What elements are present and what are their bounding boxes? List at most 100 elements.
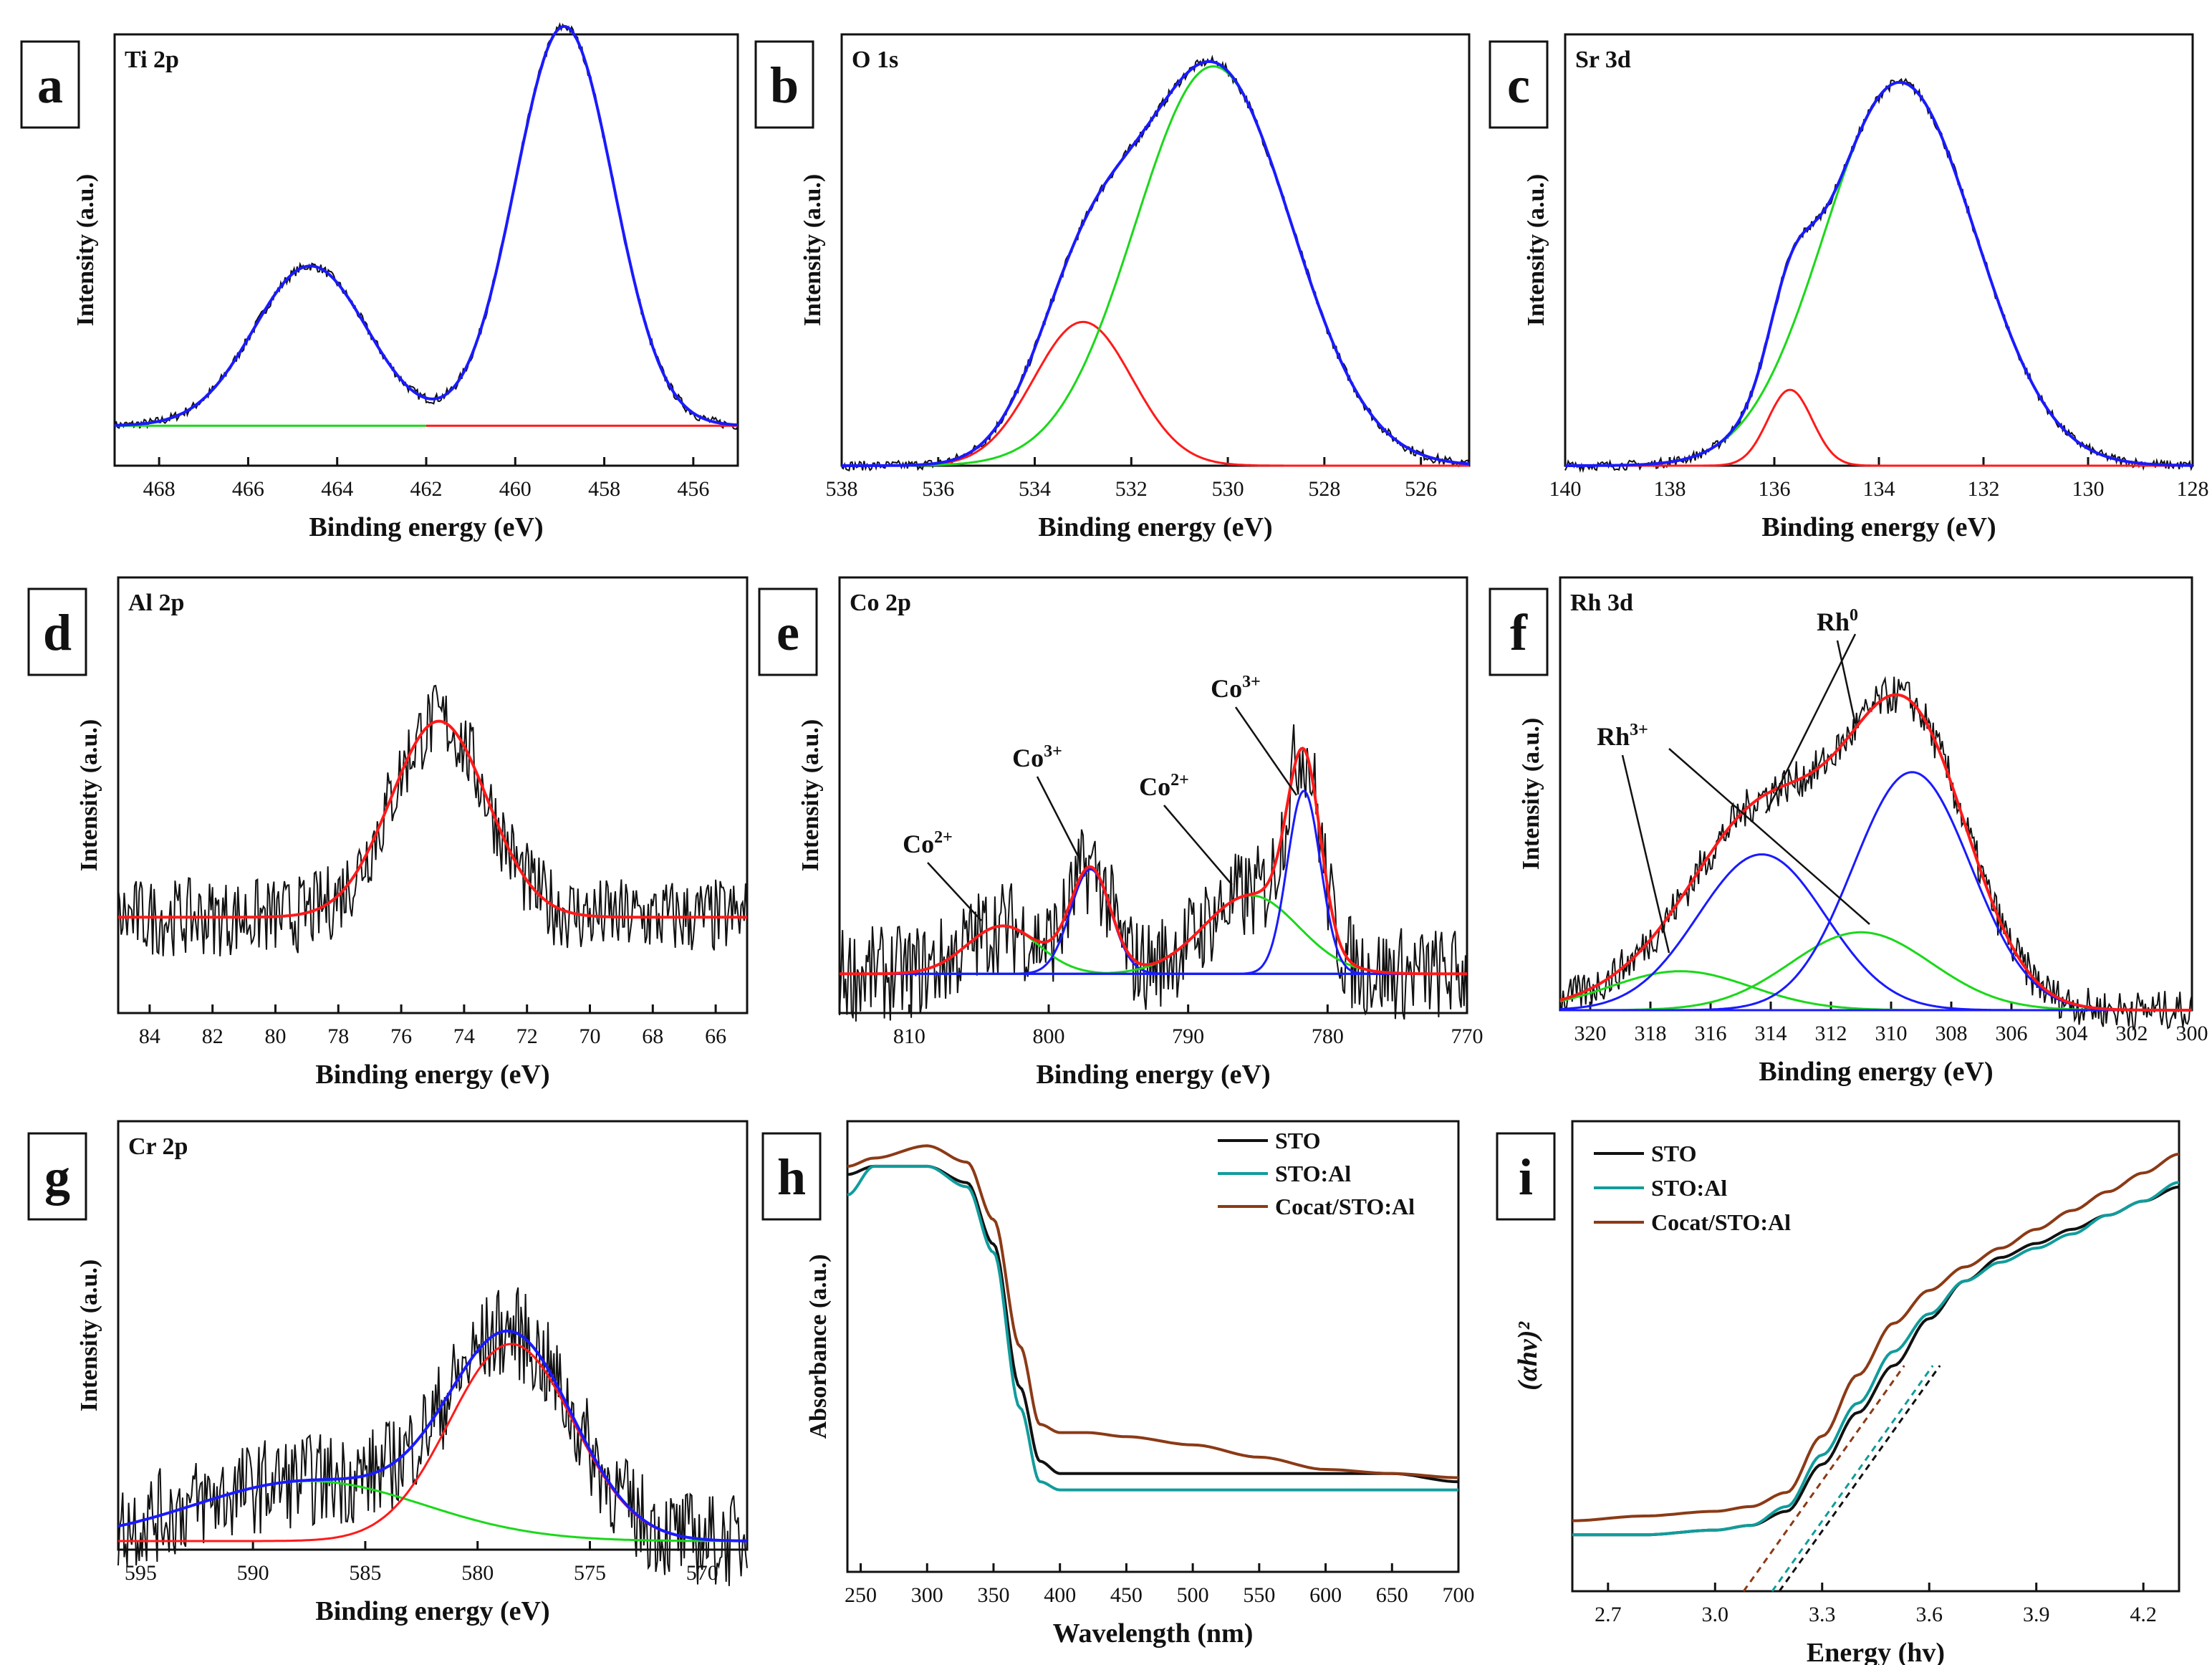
x-tick-label: 350 — [977, 1583, 1009, 1607]
raw-data-line — [1559, 676, 2193, 1031]
y-axis-label: Absorbance (a.u.) — [805, 1254, 832, 1439]
panel-letter-box — [1489, 587, 1549, 676]
plot-frame — [1559, 576, 2193, 1012]
plot-frame — [117, 1120, 749, 1551]
x-tick-label: 460 — [499, 477, 532, 501]
x-tick-label: 300 — [911, 1583, 943, 1607]
envelope-line — [1559, 693, 2192, 1012]
legend-label: STO — [1275, 1128, 1320, 1153]
x-tick-label: 500 — [1177, 1583, 1209, 1607]
x-tick-label: 700 — [1443, 1583, 1475, 1607]
x-tick-label: 320 — [1574, 1022, 1607, 1045]
panel-title: Cr 2p — [128, 1133, 188, 1160]
panel-title: Co 2p — [850, 590, 911, 616]
series-line — [847, 1144, 1459, 1479]
panel-e: e Co 2p 810 800 790 780 770 Binding energy (eV)… — [758, 576, 1484, 1090]
x-tick-label: 308 — [1936, 1022, 1968, 1045]
x-tick-label: 468 — [143, 477, 175, 501]
plot-frame — [846, 1120, 1460, 1573]
x-tick-label: 314 — [1755, 1022, 1787, 1045]
x-tick-label: 810 — [893, 1025, 925, 1048]
x-tick-label: 780 — [1312, 1025, 1344, 1048]
panel-title: O 1s — [852, 47, 898, 73]
x-tick-label: 250 — [845, 1583, 877, 1607]
panel-a: a Ti 2p 468 466 464 462 460 458 456 Binding energ… — [20, 21, 739, 542]
x-tick-label: 462 — [410, 477, 443, 501]
panel-i: i 2.7 3.0 3.3 3.6 3.9 4.2 Energy (hv) (αhν)² STO S… — [1496, 1120, 2180, 1665]
x-tick-label: 138 — [1654, 477, 1686, 501]
y-axis-label: Intensity (a.u.) — [76, 1259, 102, 1412]
x-tick-label: 456 — [677, 477, 709, 501]
envelope-line — [840, 747, 1467, 976]
x-tick-label: 78 — [327, 1025, 349, 1048]
envelope-line — [114, 24, 739, 427]
x-tick-label: 585 — [349, 1561, 381, 1585]
raw-data-line — [117, 684, 748, 956]
x-tick-label: 82 — [202, 1025, 223, 1048]
x-tick-label: 80 — [265, 1025, 287, 1048]
x-tick-label: 538 — [826, 477, 858, 501]
envelope-line — [117, 1329, 747, 1542]
x-tick-label: 575 — [574, 1561, 606, 1585]
plot-frame — [840, 33, 1471, 467]
envelope-line — [118, 719, 747, 919]
x-tick-label: 134 — [1863, 477, 1895, 501]
legend-label: STO:Al — [1651, 1175, 1727, 1201]
peak-annotation: Co2+ — [1139, 771, 1189, 801]
annotation-arrow — [1764, 633, 1857, 814]
annotation-arrow — [1163, 805, 1233, 886]
tangent-line — [1771, 1365, 1934, 1592]
x-tick-label: 790 — [1172, 1025, 1204, 1048]
x-axis-label: Binding energy (eV) — [1038, 512, 1272, 542]
x-tick-label: 536 — [922, 477, 954, 501]
x-tick-label: 464 — [321, 477, 353, 501]
raw-data-line — [839, 724, 1468, 1022]
annotation-arrow — [1668, 748, 1870, 925]
x-tick-label: 76 — [390, 1025, 412, 1048]
panel-b: b O 1s 538 536 534 532 530 528 526 Binding energy… — [754, 33, 1471, 542]
x-tick-label: 595 — [125, 1561, 157, 1585]
panel-letter: f — [1510, 604, 1528, 661]
y-axis-label: (αhν)² — [1513, 1321, 1543, 1391]
x-tick-label: 466 — [232, 477, 264, 501]
annotation-arrow — [1036, 776, 1079, 857]
peak-annotation: Co2+ — [903, 828, 953, 858]
panel-f: f Rh 3d 320 318 316 314 312 310 308 306 304 302 300 B… — [1489, 576, 2208, 1087]
x-axis-label: Binding energy (eV) — [1759, 1057, 1993, 1087]
x-tick-label: 650 — [1376, 1583, 1408, 1607]
series-line — [847, 1164, 1458, 1492]
panel-letter-box — [20, 40, 80, 129]
x-axis-label: Binding energy (eV) — [309, 512, 543, 542]
x-tick-label: 590 — [237, 1561, 269, 1585]
panel-letter: g — [44, 1148, 70, 1206]
x-tick-label: 580 — [461, 1561, 494, 1585]
x-tick-label: 2.7 — [1595, 1603, 1622, 1626]
x-tick-label: 450 — [1110, 1583, 1143, 1607]
panel-title: Sr 3d — [1575, 47, 1631, 73]
x-tick-label: 300 — [2176, 1022, 2208, 1045]
x-tick-label: 550 — [1243, 1583, 1275, 1607]
y-axis-label: Intensity (a.u.) — [799, 174, 826, 327]
x-axis-label: Energy (hv) — [1807, 1638, 1945, 1665]
panel-letter: b — [770, 57, 799, 114]
envelope-line — [1565, 80, 2193, 467]
panel-letter-box — [27, 1132, 87, 1221]
x-tick-label: 316 — [1695, 1022, 1727, 1045]
panel-letter: h — [777, 1148, 806, 1206]
annotation-arrow — [1234, 706, 1298, 796]
panel-letter: d — [43, 604, 72, 661]
legend-label: STO — [1651, 1141, 1696, 1166]
x-tick-label: 3.3 — [1809, 1603, 1836, 1626]
panel-title: Ti 2p — [125, 47, 179, 73]
envelope-line — [842, 59, 1470, 467]
x-axis-label: Binding energy (eV) — [1761, 512, 1996, 542]
x-tick-label: 66 — [705, 1025, 726, 1048]
peak-annotation: Rh3+ — [1597, 721, 1648, 751]
series-line — [1572, 1181, 2180, 1537]
raw-data-line — [117, 1287, 748, 1586]
panel-letter: a — [37, 57, 63, 114]
panel-title: Al 2p — [128, 590, 184, 616]
tangent-line — [1742, 1365, 1905, 1592]
